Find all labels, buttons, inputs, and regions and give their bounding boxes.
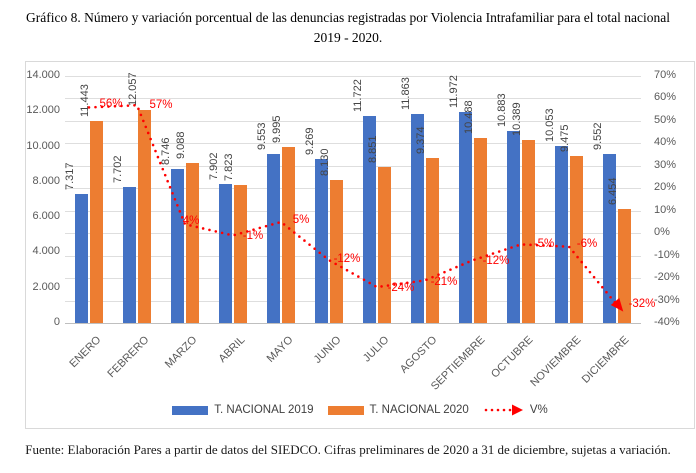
gridline-60 [65,98,641,100]
bar-2019-septiembre [459,111,472,323]
bar-2020-julio [378,166,391,323]
v-label-enero: 56% [99,98,123,111]
v-label-febrero: 57% [149,99,173,112]
gridline--10 [65,255,641,257]
legend-2019: T. NACIONAL 2019 [172,404,314,416]
gridline-70 [65,76,641,77]
chart: 7.317 7.702 8.746 7.902 9.553 9.269 11.722 11.8… [25,61,695,429]
right-axis-tick-20: 20% [654,181,677,194]
right-axis-tick--20: -20% [654,271,680,284]
legend-label-v-percent: V% [529,404,548,416]
right-axis-tick-0: 0% [654,226,670,239]
left-axis-tick-8000: 8.000 [32,174,60,187]
bar-2019-octubre [507,130,520,323]
bar-2020-agosto [426,157,439,323]
v-percent-line [87,103,624,312]
v-label-octubre: -5% [533,238,555,251]
gridline--20 [65,278,641,280]
right-axis-tick-40: 40% [654,136,677,149]
bar-2019-noviembre [555,145,568,323]
right-axis-tick-50: 50% [654,113,677,126]
v-label-septiembre: -12% [482,255,510,268]
left-axis-tick-0: 0 [53,316,60,328]
right-axis-tick--40: -40% [654,316,680,328]
bar-2019-julio [363,116,376,323]
v-label-marzo: 4% [182,215,200,228]
v-label-noviembre: -6% [576,237,598,250]
v-label-diciembre: -32% [628,298,656,311]
bar-2020-febrero [138,110,151,323]
bar-2019-diciembre [603,154,616,323]
left-axis-tick-2000: 2.000 [32,280,60,293]
arrow-head-icon [610,298,624,312]
gridline-40 [65,143,641,145]
bar-2019-marzo [171,168,184,323]
source-note: Fuente: Elaboración Pares a partir de da… [25,442,671,457]
gridline-10 [65,210,641,212]
bar-2020-diciembre [618,209,631,323]
gridline-30 [65,165,641,167]
legend-2020: T. NACIONAL 2020 [327,404,469,416]
gridline-0 [65,233,641,235]
bar-2019-agosto [411,113,424,323]
v-label-abril: -1% [242,230,264,243]
bar-2019-abril [219,183,232,323]
left-axis-tick-4000: 4.000 [32,245,60,258]
right-axis-tick-60: 60% [654,91,677,104]
bar-2020-mayo [282,146,295,323]
right-axis-tick--10: -10% [654,248,680,261]
left-axis-tick-10000: 10.000 [26,139,60,152]
right-axis-tick-30: 30% [654,158,677,171]
gridline--30 [65,300,641,302]
bar-2020-octubre [522,139,535,323]
legend-swatch-2019 [172,405,209,415]
gridline-20 [65,188,641,190]
right-axis-tick-70: 70% [654,69,677,81]
left-axis-tick-6000: 6.000 [32,210,60,223]
left-axis-tick-14000: 14.000 [26,69,60,81]
v-line-path [87,103,619,307]
bar-2019-mayo [267,154,280,323]
bar-2020-noviembre [570,155,583,323]
left-axis-tick-12000: 12.000 [26,104,60,117]
dotted-arrow-icon [484,404,523,416]
right-axis-tick-10: 10% [654,203,677,216]
bar-2020-junio [330,179,343,323]
v-label-junio: -12% [333,253,361,266]
bar-2019-junio [315,159,328,323]
v-label-agosto: -21% [430,276,458,289]
gridline-50 [65,120,641,122]
right-axis-tick--30: -30% [654,293,680,306]
x-axis-line [65,323,641,324]
bar-2020-enero [90,121,103,323]
figure-title: Gráfico 8. Número y variación porcentual… [25,10,671,45]
bar-2019-febrero [123,187,136,323]
v-label-mayo: 5% [292,213,310,226]
v-label-julio: -24% [387,282,415,295]
bar-2019-enero [75,193,88,323]
bar-2020-abril [234,184,247,323]
legend-swatch-2020 [327,405,364,415]
bar-2020-marzo [186,162,199,323]
legend-v-percent: V% [483,404,548,416]
legend: T. NACIONAL 2019 T. NACIONAL 2020 V% [26,404,694,416]
legend-label-2019: T. NACIONAL 2019 [214,404,314,416]
legend-label-2020: T. NACIONAL 2020 [369,404,469,416]
bar-2020-septiembre [474,137,487,323]
